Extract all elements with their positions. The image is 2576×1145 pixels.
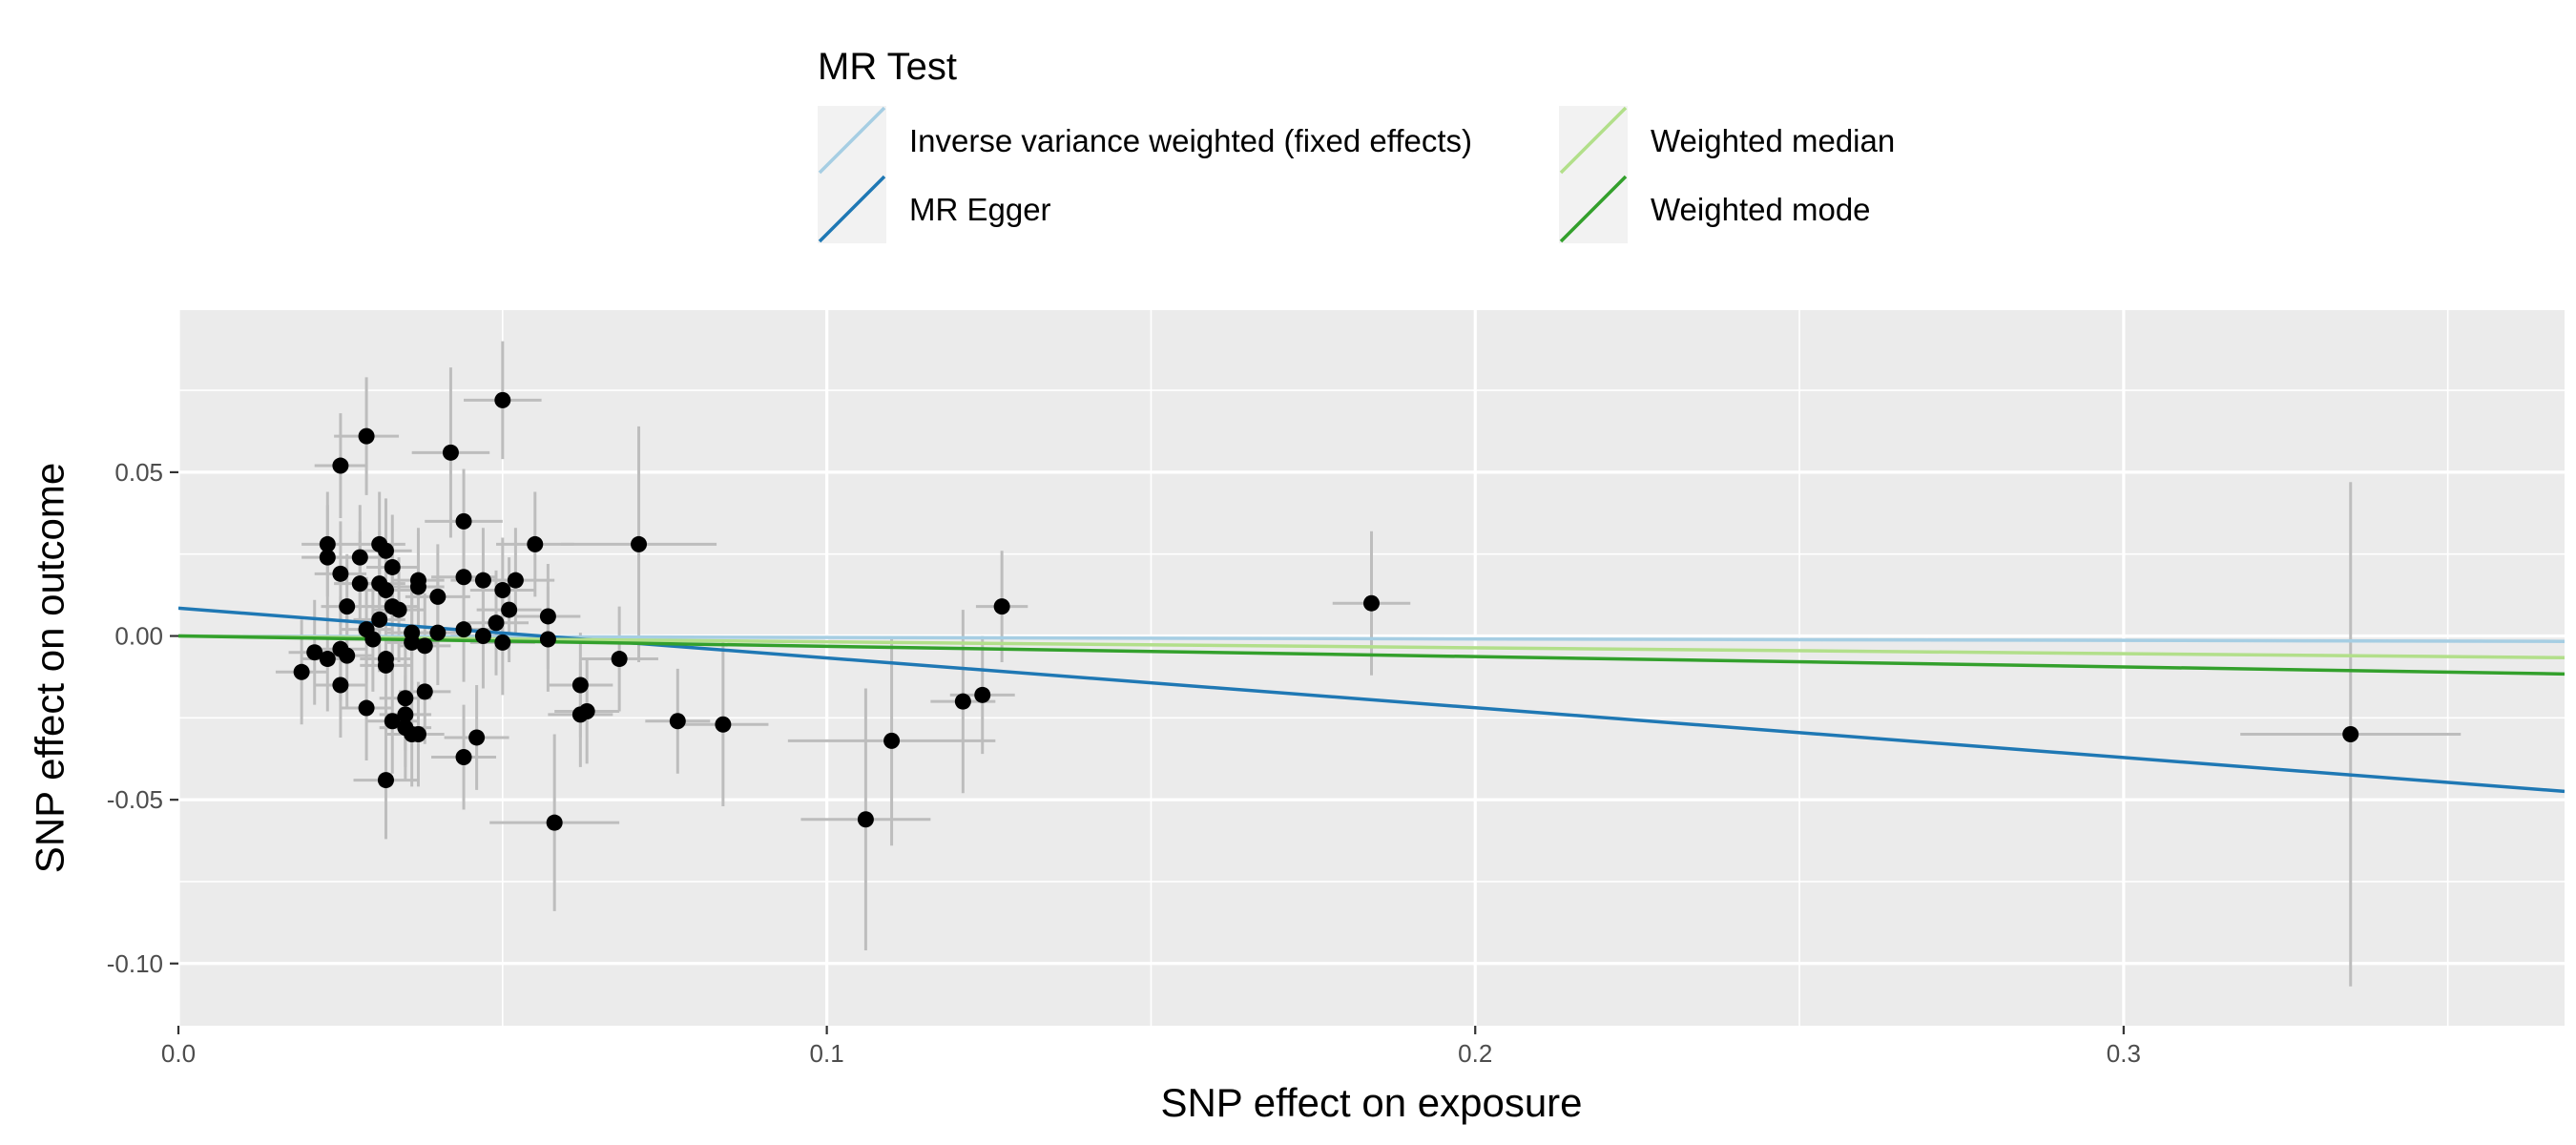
y-tick-label: 0.05: [114, 458, 163, 487]
data-point: [390, 601, 407, 618]
data-point: [2342, 726, 2359, 743]
data-point: [571, 677, 589, 694]
data-point: [468, 729, 486, 746]
legend-key-line: [818, 106, 886, 175]
data-point: [501, 601, 518, 618]
x-tick-label: 0.1: [810, 1039, 844, 1068]
data-point: [377, 656, 394, 674]
y-tick-label: 0.00: [114, 622, 163, 651]
data-point: [883, 732, 901, 749]
data-point: [358, 427, 375, 445]
data-point: [488, 614, 505, 632]
data-point: [539, 631, 556, 648]
data-point: [358, 699, 375, 717]
data-point: [409, 726, 426, 743]
legend-title: MR Test: [818, 46, 957, 88]
data-point: [409, 578, 426, 595]
fit-line-weighted-mode: [178, 634, 2565, 677]
data-point: [339, 647, 356, 664]
data-point: [351, 549, 368, 566]
data-point: [455, 569, 472, 586]
data-point: [377, 772, 394, 789]
data-point: [364, 631, 382, 648]
data-point: [429, 588, 447, 605]
data-point: [351, 575, 368, 593]
data-point: [546, 814, 563, 831]
data-point: [669, 713, 686, 730]
data-point: [377, 542, 394, 559]
regression-lines: [178, 606, 2565, 794]
data-point: [974, 686, 991, 703]
data-point: [474, 572, 491, 589]
data-point: [384, 558, 401, 575]
data-point: [397, 706, 414, 723]
legend-key-line: [818, 175, 886, 243]
data-point: [494, 391, 511, 408]
fit-line-weighted-median: [178, 634, 2565, 660]
data-point: [1363, 594, 1380, 612]
x-tick-label: 0.0: [161, 1039, 196, 1068]
data-point: [455, 749, 472, 766]
data-point: [455, 621, 472, 638]
x-tick-label: 0.2: [1458, 1039, 1492, 1068]
legend-label: MR Egger: [909, 192, 1051, 227]
data-point: [332, 677, 349, 694]
legend-label: Inverse variance weighted (fixed effects…: [909, 123, 1472, 158]
legend-key-line: [1559, 175, 1628, 243]
data-point: [631, 535, 648, 552]
data-point: [397, 690, 414, 707]
data-point: [416, 637, 433, 655]
legend: MR Test Inverse variance weighted (fixed…: [818, 46, 1895, 243]
legend-label: Weighted mode: [1651, 192, 1871, 227]
data-point: [611, 651, 628, 668]
data-point: [954, 693, 971, 710]
data-point: [416, 683, 433, 700]
data-point: [332, 565, 349, 582]
data-point: [339, 598, 356, 615]
data-point: [442, 444, 459, 461]
data-point: [494, 581, 511, 598]
data-point: [474, 628, 491, 645]
legend-label: Weighted median: [1651, 123, 1895, 158]
data-point: [455, 512, 472, 530]
data-point: [507, 572, 524, 589]
data-point: [571, 706, 589, 723]
data-point: [371, 611, 388, 628]
data-point: [429, 624, 447, 641]
y-axis-title: SNP effect on outcome: [28, 463, 73, 873]
data-point: [857, 811, 874, 828]
data-point: [293, 663, 310, 680]
x-tick-label: 0.3: [2107, 1039, 2141, 1068]
data-point: [377, 581, 394, 598]
y-tick-label: -0.10: [107, 949, 163, 978]
data-point: [319, 549, 336, 566]
data-point: [332, 457, 349, 474]
data-point: [993, 598, 1010, 615]
data-point: [319, 651, 336, 668]
data-point: [527, 535, 544, 552]
data-point: [404, 634, 421, 651]
x-axis-title: SNP effect on exposure: [1160, 1080, 1582, 1125]
legend-key-line: [1559, 106, 1628, 175]
axes: 0.0 0.1 0.2 0.3 -0.10 -0.05 0.00 0.05: [107, 458, 2141, 1068]
fit-line-inverse-variance-weighted-fixed-effects: [178, 634, 2565, 643]
y-tick-label: -0.05: [107, 785, 163, 814]
data-point: [539, 608, 556, 625]
data-point: [494, 634, 511, 651]
data-points: [293, 391, 2359, 831]
data-point: [715, 716, 732, 733]
data-point: [319, 535, 336, 552]
data-point: [384, 713, 401, 730]
data-point: [306, 644, 323, 661]
